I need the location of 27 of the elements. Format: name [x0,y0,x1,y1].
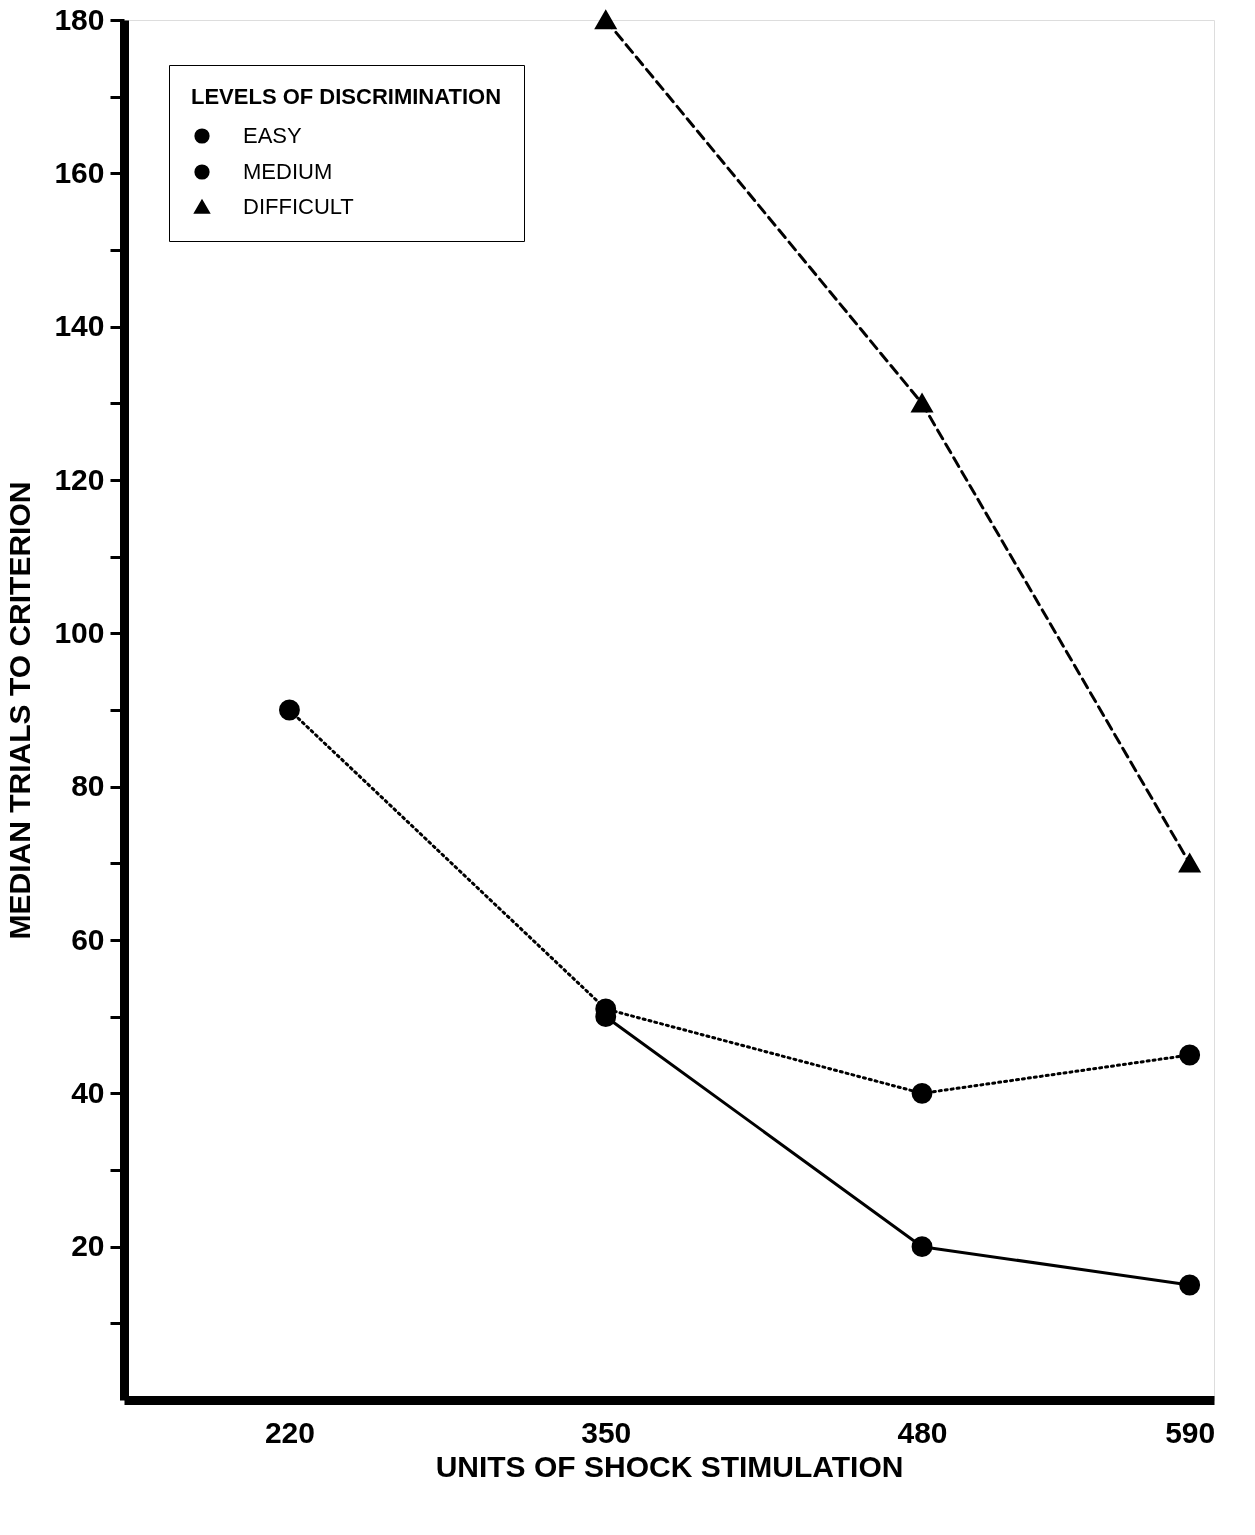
x-axis-title: UNITS OF SHOCK STIMULATION [435,1449,904,1483]
y-axis-title: MEDIAN TRIALS TO CRITERION [3,481,37,940]
x-tick-label: 590 [1165,1415,1216,1449]
point [911,1082,933,1104]
y-tick-label: 120 [54,462,105,496]
y-tick-label: 20 [71,1229,105,1263]
point [279,699,300,721]
point [595,10,617,30]
legend-label: MEDIUM [243,159,333,184]
y-tick-label: 160 [54,155,105,189]
legend-title: LEVELS OF DISCRIMINATION [191,84,502,109]
point [911,394,933,413]
y-tick-label: 100 [54,615,105,649]
y-tick-label: 180 [54,2,105,36]
y-tick-label: 80 [71,769,105,803]
point [1179,1044,1201,1066]
y-tick-label: 40 [71,1075,105,1109]
y-tick-label: 60 [71,922,105,956]
x-tick-label: 480 [897,1415,948,1449]
point [1179,854,1201,873]
legend-label: DIFFICULT [243,194,354,219]
legend-label: EASY [243,123,303,148]
x-tick-label: 220 [264,1415,315,1449]
x-tick-label: 350 [581,1415,632,1449]
y-tick-label: 140 [54,309,105,343]
point [911,1236,933,1258]
point [1179,1274,1201,1296]
